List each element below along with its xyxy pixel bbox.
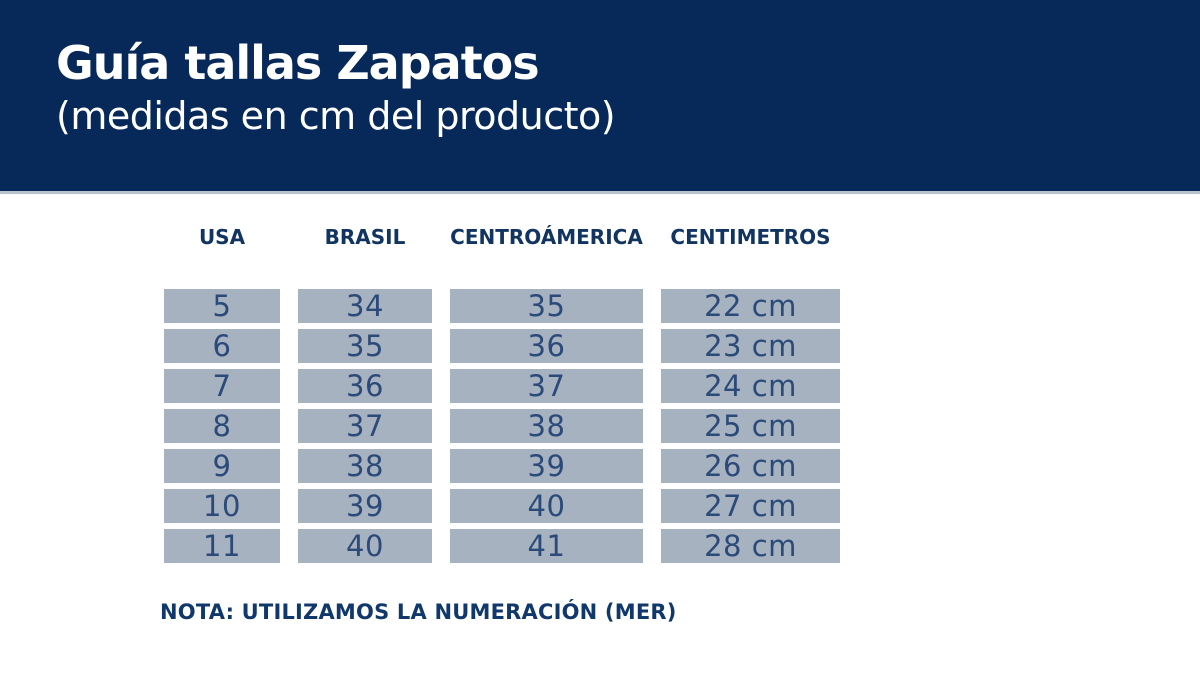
table-cell: 35 [450, 289, 643, 323]
table-header-row: USA BRASIL CENTROÁMERICA CENTIMETROS [164, 225, 840, 249]
table-cell: 22 cm [661, 289, 840, 323]
table-cell: 37 [298, 409, 432, 443]
table-cell: 37 [450, 369, 643, 403]
footnote: NOTA: UTILIZAMOS LA NUMERACIÓN (MER) [160, 600, 677, 624]
table-cell: 36 [298, 369, 432, 403]
column-header: BRASIL [324, 225, 406, 249]
table-cell: 38 [298, 449, 432, 483]
table-cell: 40 [450, 489, 643, 523]
table-cell: 26 cm [661, 449, 840, 483]
column-header: USA [198, 225, 246, 249]
table-cell: 10 [164, 489, 280, 523]
table-body: 5 34 35 22 cm 6 35 36 23 cm 7 36 37 24 cm 8 37 38 25 cm… [164, 289, 840, 563]
table-cell: 34 [298, 289, 432, 323]
column-header: CENTIMETROS [670, 225, 831, 249]
table-cell: 36 [450, 329, 643, 363]
table-cell: 7 [164, 369, 280, 403]
table-cell: 11 [164, 529, 280, 563]
table-cell: 8 [164, 409, 280, 443]
page-subtitle: (medidas en cm del producto) [56, 94, 616, 138]
table-cell: 9 [164, 449, 280, 483]
table-cell: 39 [298, 489, 432, 523]
table-cell: 28 cm [661, 529, 840, 563]
table-cell: 5 [164, 289, 280, 323]
table-cell: 38 [450, 409, 643, 443]
table-cell: 24 cm [661, 369, 840, 403]
table-cell: 23 cm [661, 329, 840, 363]
column-header: CENTROÁMERICA [450, 225, 643, 249]
page-title: Guía tallas Zapatos [56, 36, 540, 90]
table-cell: 27 cm [661, 489, 840, 523]
size-conversion-table: USA BRASIL CENTROÁMERICA CENTIMETROS 5 34 35 2… [164, 225, 840, 563]
header-banner: Guía tallas Zapatos (medidas en cm del p… [0, 0, 1200, 191]
table-cell: 40 [298, 529, 432, 563]
table-cell: 41 [450, 529, 643, 563]
table-cell: 39 [450, 449, 643, 483]
table-cell: 6 [164, 329, 280, 363]
table-cell: 35 [298, 329, 432, 363]
banner-divider [0, 191, 1200, 194]
table-cell: 25 cm [661, 409, 840, 443]
